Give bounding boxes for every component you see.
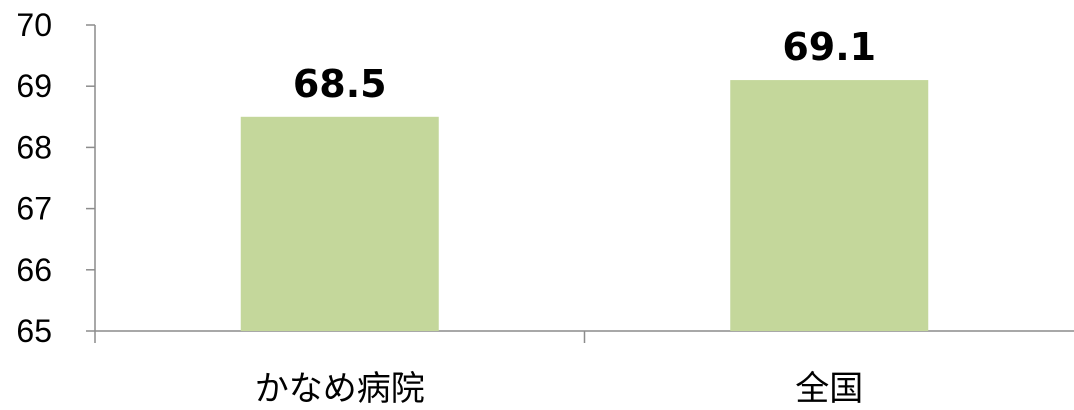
y-tick-label: 67	[16, 191, 52, 227]
y-tick-label: 65	[16, 313, 52, 349]
x-category-label: 全国	[795, 369, 863, 409]
bar	[730, 80, 929, 331]
y-tick-label: 68	[16, 129, 52, 165]
y-axis: 65 66 67 68 69 70	[16, 7, 96, 349]
y-tick-label: 69	[16, 68, 52, 104]
x-category-label: かなめ病院	[255, 369, 425, 409]
bar	[240, 116, 439, 331]
data-label: 69.1	[782, 25, 876, 69]
x-axis: かなめ病院 全国	[94, 330, 1074, 409]
data-label: 68.5	[293, 62, 387, 106]
bars: 68.5 69.1	[240, 25, 929, 331]
y-tick-label: 66	[16, 252, 52, 288]
y-tick-label: 70	[16, 7, 52, 43]
